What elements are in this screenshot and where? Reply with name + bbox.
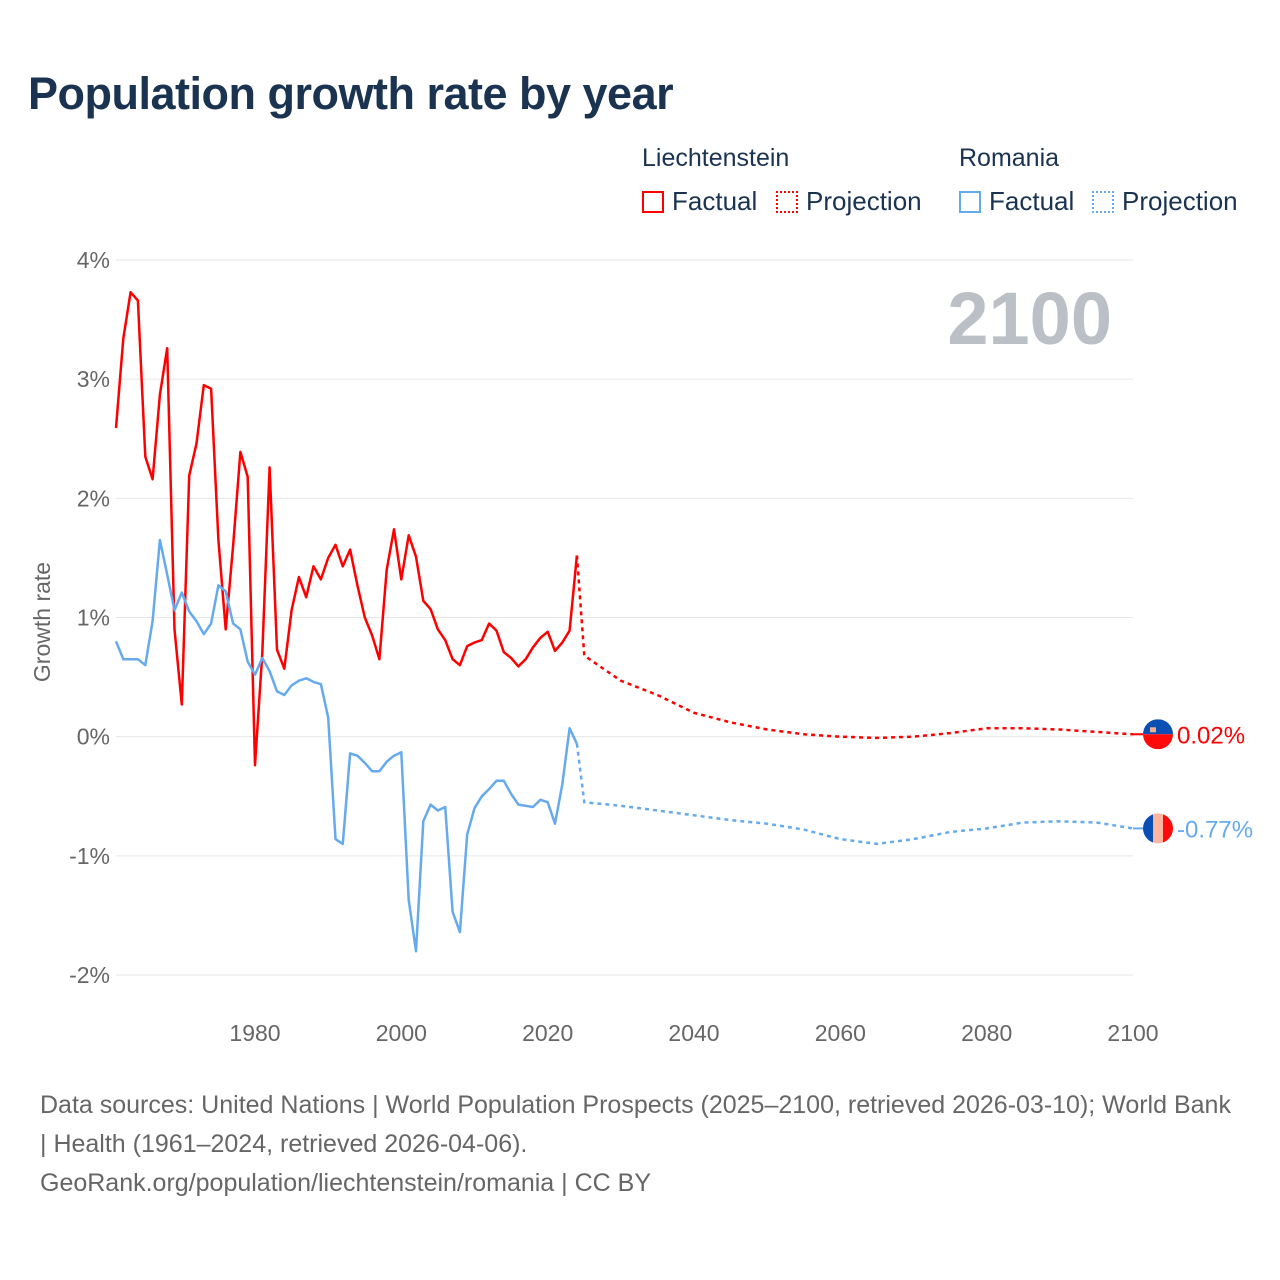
- liechtenstein-projection-line: [575, 555, 1134, 740]
- chart-title: Population growth rate by year: [28, 68, 674, 119]
- data-sources: Data sources: United Nations | World Pop…: [40, 1091, 1231, 1158]
- legend-label: Projection: [1122, 186, 1238, 216]
- flag-liechtenstein-icon: [1143, 734, 1173, 750]
- source-link[interactable]: GeoRank.org/population/liechtenstein/rom…: [40, 1169, 651, 1197]
- x-tick-label: 1980: [229, 1020, 280, 1046]
- y-tick-label: 0%: [77, 724, 110, 750]
- y-tick-label: -2%: [69, 962, 110, 988]
- flag-romania-icon: [1143, 813, 1153, 844]
- legend-swatch-dotted-blue: [1092, 190, 1114, 213]
- legend-country-liechtenstein: Liechtenstein: [642, 144, 790, 172]
- flag-romania-icon: [1163, 813, 1173, 844]
- y-tick-label: 1%: [77, 605, 110, 631]
- y-tick-label: 3%: [77, 366, 110, 392]
- legend-swatch-solid-blue: [959, 190, 981, 213]
- line-chart: 2100 4% 3% 2% 1% 0% -1% -2% 1980 2000 2020 2040 2060…: [29, 247, 1253, 1046]
- legend-label: Projection: [806, 186, 922, 216]
- x-tick-label: 2100: [1107, 1020, 1158, 1046]
- legend-romania-factual[interactable]: Factual: [959, 186, 1074, 217]
- romania-factual-line: [114, 538, 579, 953]
- legend-swatch-dotted-red: [776, 190, 798, 213]
- x-tick-label: 2000: [376, 1020, 427, 1046]
- legend-label: Factual: [989, 186, 1075, 216]
- romania-projection-line: [575, 743, 1134, 846]
- current-year-label: 2100: [947, 277, 1112, 360]
- flag-crown-icon: [1150, 727, 1156, 733]
- liechtenstein-end-value-label: 0.02%: [1177, 722, 1245, 749]
- x-tick-label: 2080: [961, 1020, 1012, 1046]
- legend-country-romania: Romania: [959, 144, 1060, 172]
- legend-romania-projection[interactable]: Projection: [1092, 186, 1238, 217]
- romania-end-value-label: -0.77%: [1177, 816, 1253, 843]
- legend-swatch-solid-red: [642, 190, 664, 213]
- flag-romania-icon: [1153, 813, 1163, 844]
- legend-liechtenstein-factual[interactable]: Factual: [642, 186, 757, 217]
- liechtenstein-factual-line: [114, 290, 579, 767]
- x-tick-label: 2020: [522, 1020, 573, 1046]
- x-tick-label: 2060: [815, 1020, 866, 1046]
- y-tick-label: 4%: [77, 247, 110, 273]
- y-tick-label: 2%: [77, 485, 110, 511]
- legend-label: Factual: [672, 186, 758, 216]
- x-tick-label: 2040: [668, 1020, 719, 1046]
- legend-liechtenstein-projection[interactable]: Projection: [776, 186, 922, 217]
- y-tick-label: -1%: [69, 843, 110, 869]
- y-axis-label: Growth rate: [29, 562, 55, 682]
- flag-liechtenstein-icon: [1143, 719, 1173, 735]
